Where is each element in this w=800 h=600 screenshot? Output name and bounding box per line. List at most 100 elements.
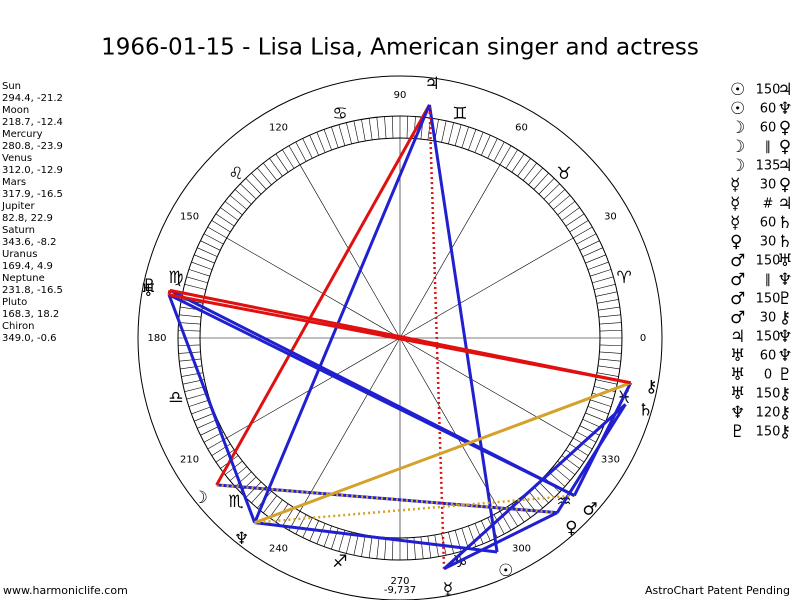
aspect-to: ♆ — [777, 346, 792, 366]
planet-name: Moon — [2, 105, 29, 116]
degree-label: 300 — [512, 543, 531, 554]
aspect-from: ☽ — [730, 137, 745, 157]
ring-hatch — [309, 135, 319, 156]
planet-coords: 317.9, -16.5 — [2, 189, 63, 200]
ring-hatch — [384, 537, 387, 560]
ring-hatch — [474, 132, 484, 153]
aspect-from: ☉ — [730, 80, 745, 100]
ring-hatch — [599, 329, 622, 332]
ring-hatch — [200, 240, 221, 251]
ring-hatch — [579, 240, 600, 251]
ring-hatch — [590, 399, 612, 407]
ring-hatch — [548, 189, 566, 205]
ring-hatch — [376, 536, 380, 559]
ring-hatch — [427, 536, 432, 558]
aspect-to: ♇ — [777, 365, 792, 385]
planet-coords: 231.8, -16.5 — [2, 285, 63, 296]
ring-hatch — [316, 132, 326, 153]
planet-coords: 294.4, -21.2 — [2, 93, 63, 104]
planet-glyph: ♆ — [234, 529, 249, 549]
spoke — [399, 337, 574, 439]
planet-coords: 82.8, 22.9 — [2, 213, 53, 224]
ring-hatch — [384, 116, 387, 139]
aspect-to: ♃ — [777, 156, 792, 176]
aspect-to: ♀ — [779, 137, 791, 157]
ring-hatch — [448, 122, 454, 145]
aspect-to: ♄ — [777, 213, 792, 233]
planet-name: Mercury — [2, 129, 43, 140]
aspect-line — [169, 289, 576, 497]
ring-hatch — [282, 149, 295, 169]
ring-hatch — [599, 322, 622, 325]
ring-hatch — [191, 261, 213, 270]
ring-hatch — [186, 276, 208, 284]
ring-hatch — [197, 419, 218, 429]
aspect-to: ♆ — [777, 327, 792, 347]
planet-name: Chiron — [2, 321, 34, 332]
planet-coords: 280.8, -23.9 — [2, 141, 63, 152]
ring-hatch — [474, 523, 484, 544]
planet-coords: 168.3, 18.2 — [2, 309, 59, 320]
aspect-line — [443, 403, 627, 570]
ring-hatch — [569, 443, 589, 456]
planet-coords: 343.6, -8.2 — [2, 237, 57, 248]
ring-hatch — [391, 116, 394, 139]
zodiac-sign: ♉ — [556, 164, 571, 184]
ring-hatch — [585, 254, 606, 264]
planet-coords: 169.4, 4.9 — [2, 261, 53, 272]
ring-hatch — [203, 233, 224, 245]
aspect-line — [254, 521, 498, 554]
planet-glyph: ☿ — [443, 579, 453, 599]
planet-glyph: ⚷ — [645, 377, 657, 397]
ring-hatch — [557, 201, 576, 216]
aspect-type: 150 — [756, 330, 781, 345]
ring-hatch — [538, 481, 555, 498]
planet-coords: 349.0, -0.6 — [2, 333, 57, 344]
ring-hatch — [194, 254, 215, 264]
ring-hatch — [468, 525, 477, 547]
ring-hatch — [211, 220, 231, 233]
ring-hatch — [595, 379, 618, 385]
ring-hatch — [576, 431, 597, 443]
degree-label: 0 — [640, 333, 646, 344]
ring-hatch — [368, 118, 373, 140]
ring-hatch — [186, 392, 208, 400]
spoke — [399, 337, 501, 512]
planet-name: Uranus — [2, 249, 37, 260]
aspect-to: ⚷ — [779, 308, 791, 328]
planet-name: Neptune — [2, 273, 45, 284]
ring-hatch — [188, 399, 210, 407]
aspect-type: 60 — [760, 102, 777, 117]
ring-hatch — [188, 269, 210, 277]
degree-label: 120 — [269, 123, 288, 134]
aspect-from: ☉ — [730, 99, 745, 119]
ring-hatch — [288, 145, 301, 165]
aspect-from: ♂ — [730, 289, 745, 309]
ring-hatch — [561, 207, 580, 221]
aspect-from: ♇ — [730, 422, 745, 442]
ring-hatch — [353, 533, 359, 556]
ring-hatch — [406, 116, 409, 139]
ring-hatch — [598, 306, 620, 311]
aspect-to: ⚷ — [779, 422, 791, 442]
aspect-type: 150 — [756, 83, 781, 98]
aspect-to: ♀ — [779, 175, 791, 195]
aspect-from: ♂ — [730, 308, 745, 328]
outer-circle — [137, 75, 663, 600]
ring-hatch — [353, 120, 359, 143]
planet-glyph: ♅ — [141, 281, 156, 301]
aspect-to: ♆ — [777, 270, 792, 290]
planet-name: Saturn — [2, 225, 35, 236]
aspect-from: ♂ — [730, 251, 745, 271]
aspect-type: 120 — [756, 406, 781, 421]
ring-hatch — [420, 536, 424, 559]
ring-hatch — [573, 226, 593, 239]
ring-hatch — [245, 178, 262, 195]
ring-hatch — [461, 126, 469, 148]
degree-label: 270 — [390, 576, 409, 587]
aspect-type: ∥ — [765, 140, 772, 155]
degree-label: 180 — [147, 333, 166, 344]
aspect-from: ♅ — [730, 384, 745, 404]
ring-hatch — [493, 141, 505, 162]
